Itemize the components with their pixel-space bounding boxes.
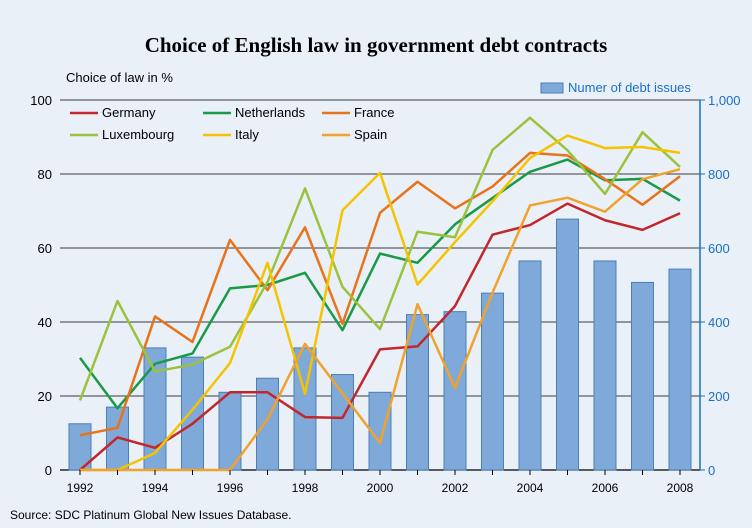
bar-group (68, 218, 692, 471)
right-tick-label: 200 (708, 389, 730, 404)
legend-label: Germany (102, 105, 156, 120)
x-tick-label: 1996 (217, 481, 244, 495)
bar (556, 218, 579, 471)
right-tick-label: 600 (708, 241, 730, 256)
left-tick-label: 100 (30, 93, 52, 108)
x-tick-label: 2002 (442, 481, 469, 495)
bar-legend-swatch (540, 82, 564, 94)
bar-legend: Numer of debt issues (540, 80, 691, 95)
x-tick-label: 1994 (142, 481, 169, 495)
bar (593, 260, 617, 471)
bar (481, 292, 504, 471)
legend-label: Netherlands (235, 105, 306, 120)
legend-label: France (354, 105, 394, 120)
left-tick-label: 80 (38, 167, 52, 182)
bar (443, 311, 467, 471)
x-tick-label: 2000 (367, 481, 394, 495)
x-tick-label: 2004 (517, 481, 544, 495)
bar (631, 281, 654, 471)
left-tick-label: 60 (38, 241, 52, 256)
axes: 0 20 40 60 80 100 0 200 400 600 800 1,000 1992 1994 19… (30, 93, 740, 495)
bar (181, 356, 204, 471)
series-line-italy (80, 134, 681, 472)
right-tick-label: 1,000 (708, 93, 741, 108)
right-tick-label: 400 (708, 315, 730, 330)
x-tick-label: 1992 (67, 481, 94, 495)
left-tick-label: 20 (38, 389, 52, 404)
right-tick-label: 0 (708, 463, 715, 478)
series-line-germany (79, 202, 681, 471)
chart-title: Choice of English law in government debt… (145, 33, 608, 57)
legend-label: Spain (354, 127, 387, 142)
x-tick-label: 2008 (667, 481, 694, 495)
series-line-luxembourg (78, 116, 681, 401)
legend-label: Luxembourg (102, 127, 174, 142)
right-tick-label: 800 (708, 167, 730, 182)
bar-legend-label: Numer of debt issues (568, 80, 691, 95)
x-tick-label: 2006 (592, 481, 619, 495)
series-line-netherlands (78, 158, 681, 410)
bar (518, 260, 542, 471)
left-tick-label: 0 (45, 463, 52, 478)
legend-label: Italy (235, 127, 259, 142)
line-legend: Germany Netherlands France Luxembourg Italy S… (70, 105, 394, 142)
x-tick-label: 1998 (292, 481, 319, 495)
left-axis-label: Choice of law in % (66, 70, 173, 85)
bar (331, 374, 354, 471)
line-group (78, 116, 681, 472)
bar (668, 268, 692, 471)
left-tick-label: 40 (38, 315, 52, 330)
source-note: Source: SDC Platinum Global New Issues D… (10, 508, 291, 522)
series-line-spain (80, 167, 681, 472)
